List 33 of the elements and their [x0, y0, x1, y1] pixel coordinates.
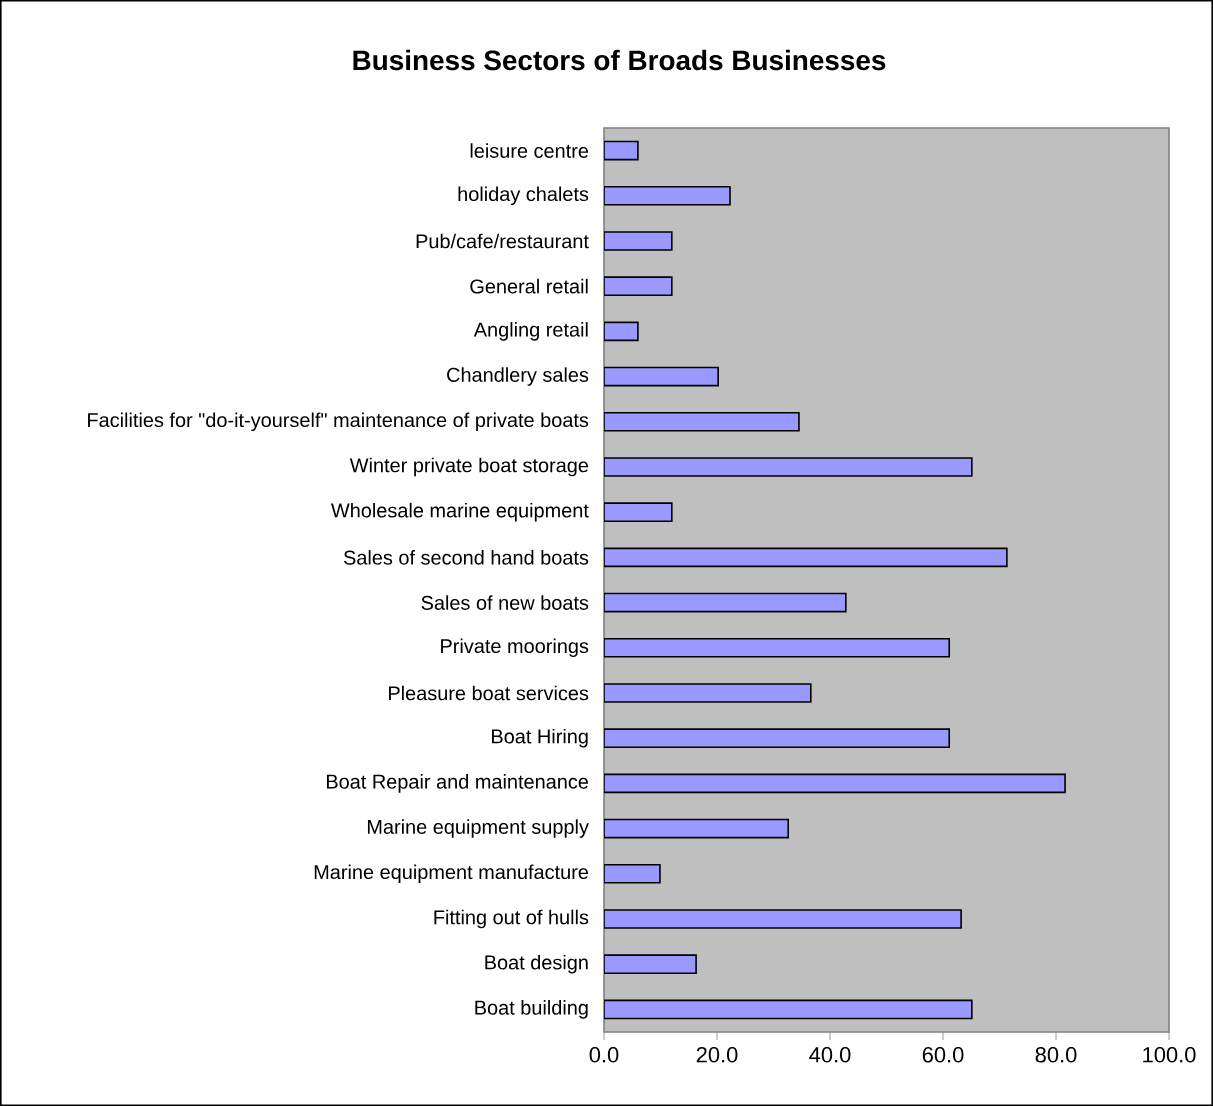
- y-tick-label: leisure centre: [470, 143, 589, 158]
- y-tick-label: Pub/cafe/restaurant: [416, 233, 589, 249]
- x-tick-label: 80.0: [1035, 1047, 1077, 1063]
- y-tick-label: Angling retail: [473, 322, 588, 341]
- y-tick-label: Fitting out of hulls: [434, 909, 589, 929]
- x-tick-label: 0.0: [589, 1047, 619, 1063]
- bar: [604, 818, 790, 839]
- bar: [604, 592, 847, 613]
- y-tick-label: Marine equipment manufacture: [314, 864, 589, 884]
- y-tick-label: Boat design: [485, 954, 588, 974]
- x-tick-label: 60.0: [922, 1047, 964, 1063]
- bar: [604, 547, 1008, 568]
- bar: [604, 999, 973, 1020]
- y-tick-label: Boat building: [475, 1000, 588, 1019]
- x-tick-label: 40.0: [809, 1047, 851, 1063]
- y-tick-label: Chandlery sales: [447, 367, 589, 386]
- y-tick-label: Boat Repair and maintenance: [326, 774, 589, 793]
- x-tick-label: 100.0: [1143, 1047, 1196, 1063]
- x-tick-label: 20.0: [696, 1047, 738, 1063]
- y-tick-label: holiday chalets: [458, 186, 589, 206]
- y-tick-label: Facilities for "do-it-yourself" maintenance of private boats: [88, 412, 589, 432]
- y-tick-label: General retail: [470, 278, 588, 294]
- bar: [604, 773, 1066, 794]
- y-tick-label: Winter private boat storage: [349, 457, 589, 477]
- chart-title: Business Sectors of Broads Businesses: [353, 49, 886, 71]
- y-tick-label: Pleasure boat services: [389, 685, 589, 701]
- y-tick-label: Private moorings: [441, 638, 589, 658]
- y-tick-label: Marine equipment supply: [367, 819, 589, 838]
- y-tick-label: Sales of second hand boats: [343, 550, 589, 565]
- bar: [604, 366, 719, 387]
- y-tick-label: Sales of new boats: [421, 595, 589, 610]
- y-tick-label: Wholesale marine equipment: [331, 502, 589, 522]
- y-tick-label: Boat Hiring: [492, 728, 588, 748]
